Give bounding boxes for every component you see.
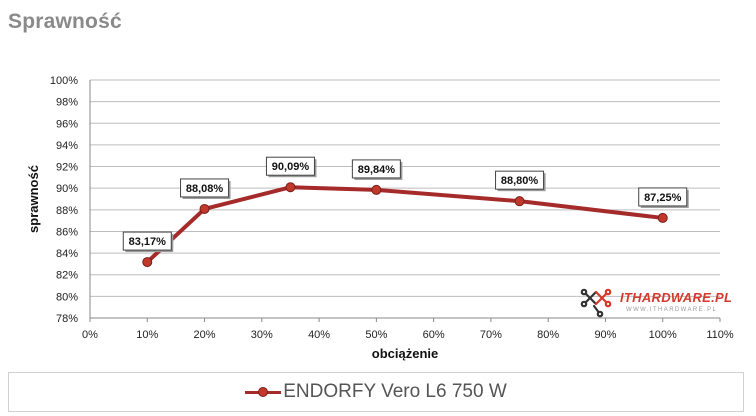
data-label: 87,25% xyxy=(644,192,682,204)
data-point xyxy=(142,257,153,268)
x-tick-label: 90% xyxy=(594,329,616,341)
data-point xyxy=(514,196,525,207)
data-label-box xyxy=(351,159,401,179)
y-tick-label: 86% xyxy=(56,226,78,238)
data-point xyxy=(657,212,668,223)
y-tick-label: 92% xyxy=(56,162,78,174)
y-tick-label: 100% xyxy=(50,75,78,87)
y-tick-label: 80% xyxy=(56,291,78,303)
data-label-box xyxy=(122,231,172,251)
data-label: 83,17% xyxy=(129,236,167,248)
y-tick-label: 96% xyxy=(56,118,78,130)
data-label: 88,08% xyxy=(186,183,224,195)
legend-swatch xyxy=(245,386,282,398)
data-label-box xyxy=(265,156,315,176)
x-tick-label: 0% xyxy=(82,329,98,341)
y-axis-title: sprawność xyxy=(26,165,41,233)
y-tick-label: 98% xyxy=(56,97,78,109)
data-label: 90,09% xyxy=(272,161,310,173)
data-label: 89,84% xyxy=(358,164,396,176)
efficiency-chart: 78% 80% 82% 84% 86% 88% 90% 92% 94% 96% 98% 100% 0% 1… xyxy=(26,75,734,361)
x-axis-title: obciążenie xyxy=(372,346,438,361)
legend-label: ENDORFY Vero L6 750 W xyxy=(283,381,507,402)
x-tick-label: 20% xyxy=(194,329,216,341)
ithardware-logo-icon xyxy=(580,288,612,318)
logo-name: ITHARDWARE.PL xyxy=(620,290,733,305)
y-tick-label: 88% xyxy=(56,205,78,217)
x-tick-label: 100% xyxy=(649,329,677,341)
x-tick-label: 70% xyxy=(480,329,502,341)
x-tick-label: 40% xyxy=(308,329,330,341)
y-tick-label: 94% xyxy=(56,140,78,152)
y-tick-label: 90% xyxy=(56,183,78,195)
x-tick-label: 30% xyxy=(251,329,273,341)
page-title: Sprawność xyxy=(8,10,122,33)
data-point xyxy=(371,184,382,195)
x-tick-label: 10% xyxy=(136,329,158,341)
data-label: 88,80% xyxy=(501,175,539,187)
data-label-box xyxy=(638,187,688,207)
y-tick-label: 78% xyxy=(56,313,78,325)
data-point xyxy=(285,182,296,193)
y-tick-label: 82% xyxy=(56,270,78,282)
chart-legend: ENDORFY Vero L6 750 W xyxy=(8,372,744,412)
data-label-box xyxy=(495,170,545,190)
data-point xyxy=(199,203,210,214)
x-tick-label: 80% xyxy=(537,329,559,341)
y-tick-label: 84% xyxy=(56,248,78,260)
ithardware-logo: ITHARDWARE.PL WWW.ITHARDWARE.PL xyxy=(580,288,733,318)
x-tick-label: 50% xyxy=(365,329,387,341)
x-tick-label: 60% xyxy=(423,329,445,341)
series-line-0 xyxy=(145,185,663,264)
data-label-box xyxy=(180,178,230,198)
logo-url: WWW.ITHARDWARE.PL xyxy=(626,307,718,313)
x-tick-label: 110% xyxy=(706,329,734,341)
